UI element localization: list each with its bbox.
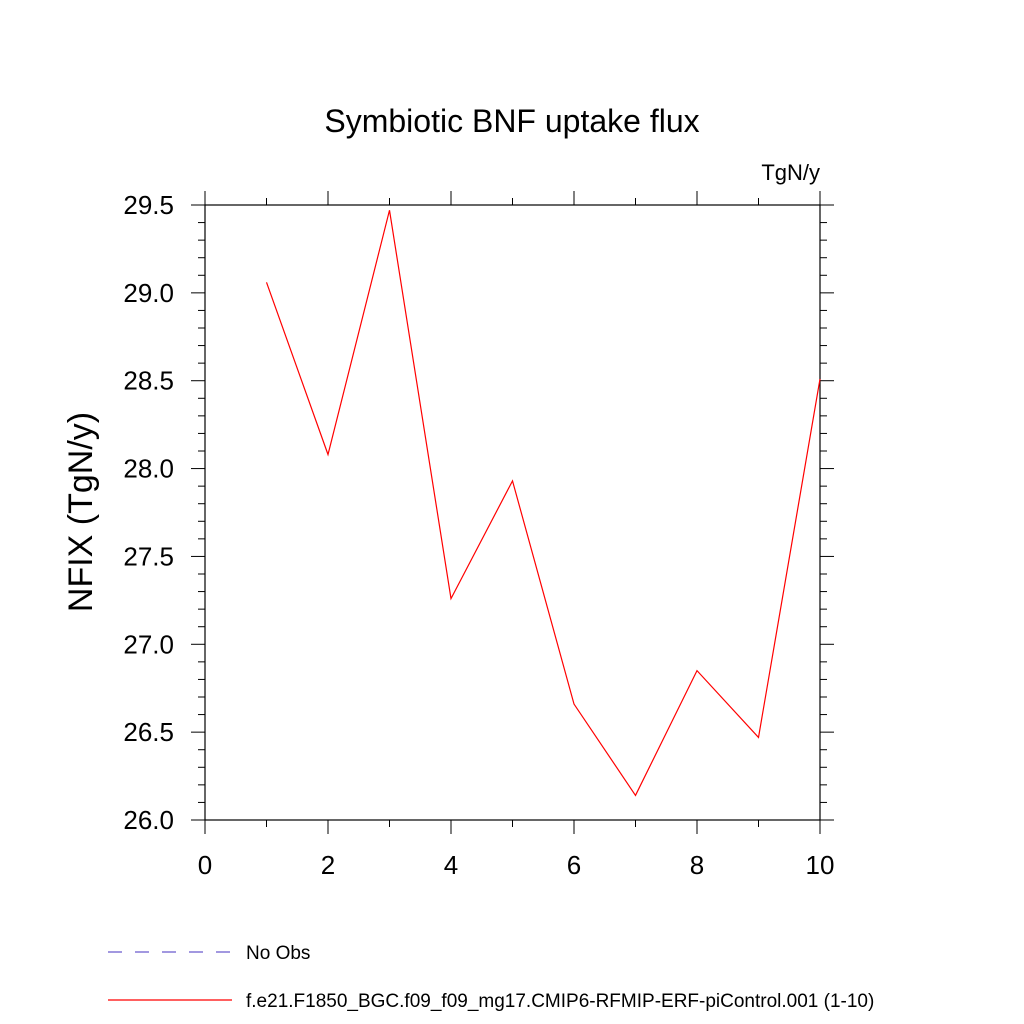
y-axis: 26.0 26.5 27.0 27.5 28.0 28.5 29.0 29.5 (123, 190, 834, 835)
legend: No Obs f.e21.F1850_BGC.f09_f09_mg17.CMIP6… (108, 943, 874, 1012)
legend-label: No Obs (246, 943, 310, 964)
y-tick-label: 26.5 (123, 717, 174, 747)
x-axis: 0 2 4 6 8 10 (198, 191, 835, 880)
y-tick-label: 29.0 (123, 278, 174, 308)
x-tick-label: 4 (444, 850, 458, 880)
y-tick-label: 28.5 (123, 366, 174, 396)
y-axis-label: NFIX (TgN/y) (62, 412, 100, 612)
x-tick-label: 6 (567, 850, 581, 880)
plot-frame (204, 204, 821, 821)
x-tick-label: 2 (321, 850, 335, 880)
y-tick-label: 26.0 (123, 805, 174, 835)
series-line (265, 210, 821, 797)
x-tick-label: 10 (806, 850, 835, 880)
chart-title: Symbiotic BNF uptake flux (324, 103, 699, 139)
units-label: TgN/y (761, 160, 820, 185)
y-tick-label: 29.5 (123, 190, 174, 220)
x-tick-label: 0 (198, 850, 212, 880)
series-layer (265, 210, 821, 797)
x-tick-label: 8 (690, 850, 704, 880)
y-tick-label: 27.0 (123, 629, 174, 659)
legend-label: f.e21.F1850_BGC.f09_f09_mg17.CMIP6-RFMIP… (246, 991, 874, 1012)
y-tick-label: 28.0 (123, 454, 174, 484)
y-tick-label: 27.5 (123, 541, 174, 571)
